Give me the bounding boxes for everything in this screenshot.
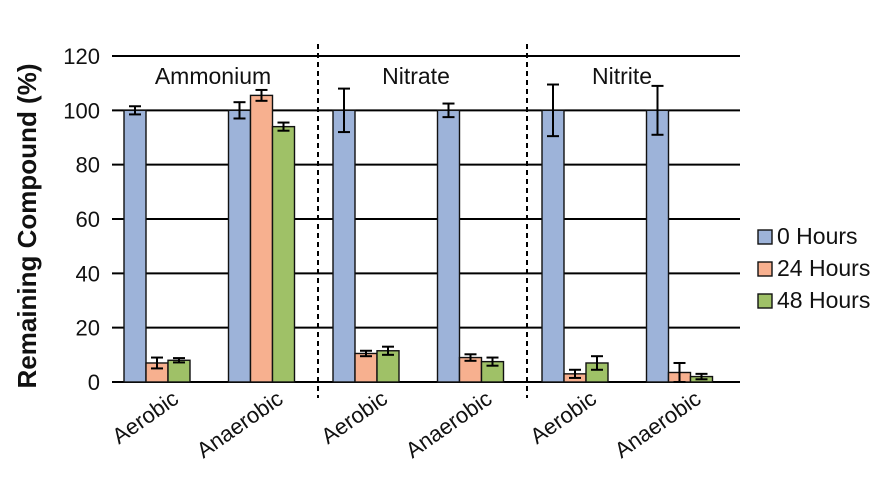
error-bar bbox=[442, 102, 455, 119]
category-label: Anaerobic bbox=[401, 386, 496, 463]
error-bar bbox=[673, 361, 686, 383]
legend-swatch bbox=[757, 229, 773, 245]
category-label: Aerobic bbox=[107, 386, 182, 449]
error-bar bbox=[651, 84, 664, 136]
legend-label: 24 Hours bbox=[777, 255, 870, 281]
gridlines bbox=[112, 55, 740, 383]
category-labels: Aerobic Anaerobic Aerobic Anaerobic Aerobic A… bbox=[107, 386, 705, 463]
bar bbox=[271, 125, 296, 383]
bar bbox=[123, 109, 147, 383]
bar bbox=[645, 109, 670, 383]
error-bar bbox=[360, 349, 372, 358]
error-bar bbox=[547, 83, 559, 138]
y-tick-label: 60 bbox=[76, 207, 100, 232]
error-bars bbox=[129, 83, 708, 383]
bar bbox=[167, 359, 191, 383]
category-label: Aerobic bbox=[316, 386, 391, 449]
y-tick-label: 80 bbox=[76, 153, 100, 178]
legend-item: 0 Hours bbox=[757, 223, 858, 249]
legend-label: 48 Hours bbox=[777, 287, 870, 313]
bar bbox=[332, 109, 356, 383]
group-labels: Ammonium Nitrate Nitrite bbox=[155, 63, 652, 89]
bar bbox=[541, 109, 565, 383]
group-label: Ammonium bbox=[155, 63, 271, 89]
legend-item: 24 Hours bbox=[757, 255, 870, 281]
legend-label: 0 Hours bbox=[777, 223, 858, 249]
y-axis-label: Remaining Compound (%) bbox=[12, 64, 42, 389]
error-bar bbox=[338, 87, 350, 134]
error-bar bbox=[129, 105, 141, 116]
error-bar bbox=[591, 355, 603, 371]
group-label: Nitrite bbox=[592, 63, 652, 89]
legend-item: 48 Hours bbox=[757, 287, 870, 313]
bar bbox=[249, 94, 274, 383]
bars bbox=[123, 94, 714, 383]
error-bar bbox=[464, 353, 477, 362]
error-bar bbox=[569, 368, 581, 379]
category-label: Aerobic bbox=[525, 386, 600, 449]
error-bar bbox=[277, 121, 290, 132]
group-label: Nitrate bbox=[382, 63, 450, 89]
y-tick-label: 40 bbox=[76, 261, 100, 286]
error-bar bbox=[695, 372, 708, 381]
category-label: Anaerobic bbox=[192, 386, 287, 463]
error-bar bbox=[173, 357, 185, 364]
legend-swatch bbox=[757, 293, 773, 309]
y-tick-label: 100 bbox=[63, 98, 100, 123]
error-bar bbox=[382, 345, 394, 356]
error-bar bbox=[151, 356, 163, 370]
bar bbox=[227, 109, 252, 383]
group-dividers bbox=[317, 44, 528, 398]
error-bar bbox=[486, 356, 499, 367]
bar bbox=[436, 109, 461, 383]
category-label: Anaerobic bbox=[610, 386, 705, 463]
y-tick-label: 0 bbox=[88, 370, 100, 395]
legend: 0 Hours 24 Hours 48 Hours bbox=[757, 223, 870, 313]
y-tick-labels: 0 20 40 60 80 100 120 bbox=[63, 44, 100, 395]
error-bar bbox=[233, 101, 246, 120]
y-tick-label: 120 bbox=[63, 44, 100, 69]
error-bar bbox=[255, 88, 268, 102]
legend-swatch bbox=[757, 261, 773, 277]
y-tick-label: 20 bbox=[76, 316, 100, 341]
bar bbox=[354, 352, 378, 383]
